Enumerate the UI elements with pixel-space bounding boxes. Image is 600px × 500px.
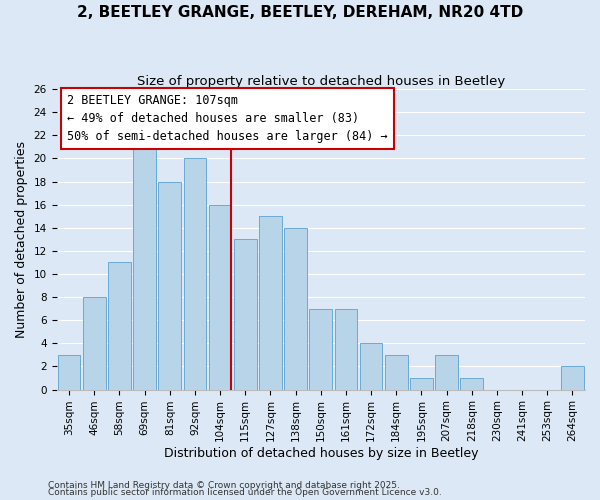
Title: Size of property relative to detached houses in Beetley: Size of property relative to detached ho…: [137, 75, 505, 88]
Bar: [259, 216, 282, 390]
Bar: [360, 344, 382, 390]
Text: Contains public sector information licensed under the Open Government Licence v3: Contains public sector information licen…: [48, 488, 442, 497]
Bar: [410, 378, 433, 390]
Bar: [209, 204, 232, 390]
Bar: [158, 182, 181, 390]
Bar: [435, 355, 458, 390]
Bar: [234, 240, 257, 390]
Bar: [133, 136, 156, 390]
Bar: [385, 355, 407, 390]
Text: 2 BEETLEY GRANGE: 107sqm
← 49% of detached houses are smaller (83)
50% of semi-d: 2 BEETLEY GRANGE: 107sqm ← 49% of detach…: [67, 94, 388, 142]
Bar: [184, 158, 206, 390]
Bar: [58, 355, 80, 390]
Bar: [108, 262, 131, 390]
Text: Contains HM Land Registry data © Crown copyright and database right 2025.: Contains HM Land Registry data © Crown c…: [48, 480, 400, 490]
Bar: [335, 308, 357, 390]
X-axis label: Distribution of detached houses by size in Beetley: Distribution of detached houses by size …: [164, 447, 478, 460]
Bar: [460, 378, 483, 390]
Bar: [310, 308, 332, 390]
Y-axis label: Number of detached properties: Number of detached properties: [15, 141, 28, 338]
Text: 2, BEETLEY GRANGE, BEETLEY, DEREHAM, NR20 4TD: 2, BEETLEY GRANGE, BEETLEY, DEREHAM, NR2…: [77, 5, 523, 20]
Bar: [83, 297, 106, 390]
Bar: [561, 366, 584, 390]
Bar: [284, 228, 307, 390]
